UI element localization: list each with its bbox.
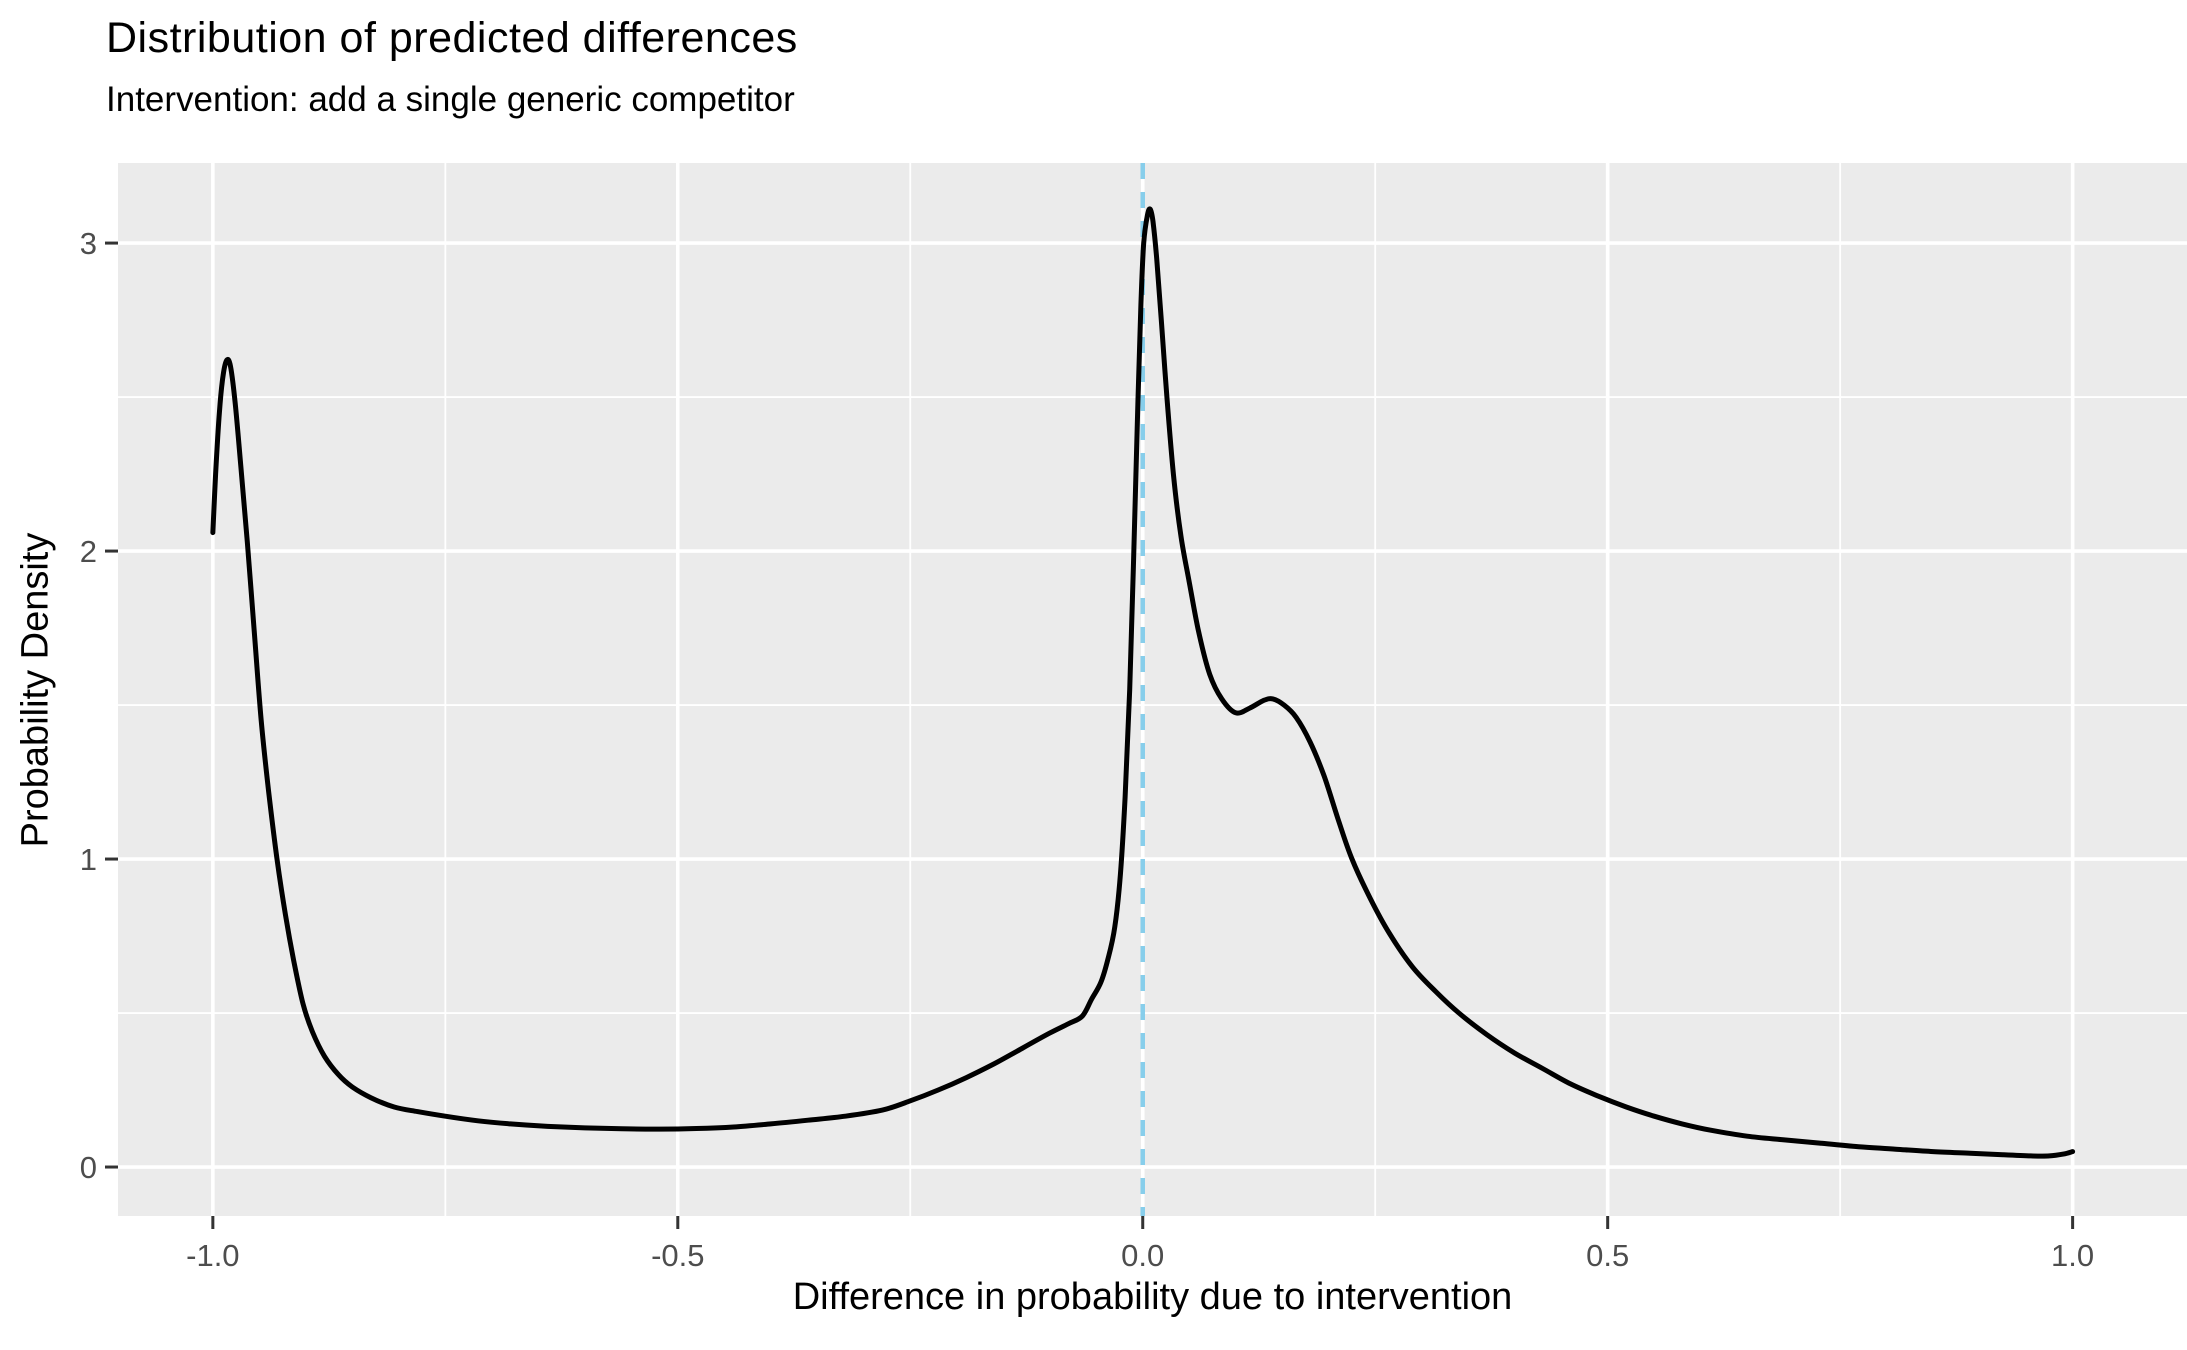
y-axis-title: Probability Density [14,532,57,848]
y-tick-label: 0 [79,1150,97,1186]
x-tick-label: 0.0 [1121,1238,1165,1273]
x-tick-label: 1.0 [2051,1238,2095,1273]
plot-panel [118,163,2187,1216]
y-tick-label: 1 [79,842,97,878]
chart-subtitle: Intervention: add a single generic compe… [106,80,795,119]
density-curve [210,206,2076,1159]
x-tick-label: -1.0 [186,1238,240,1273]
chart-title: Distribution of predicted differences [106,14,798,62]
y-tick-label: 2 [79,534,97,570]
x-tick-label: 0.5 [1586,1238,1630,1273]
y-tick-label: 3 [79,226,97,262]
x-axis-title: Difference in probability due to interve… [792,1276,1513,1318]
x-tick-label: -0.5 [651,1238,705,1273]
